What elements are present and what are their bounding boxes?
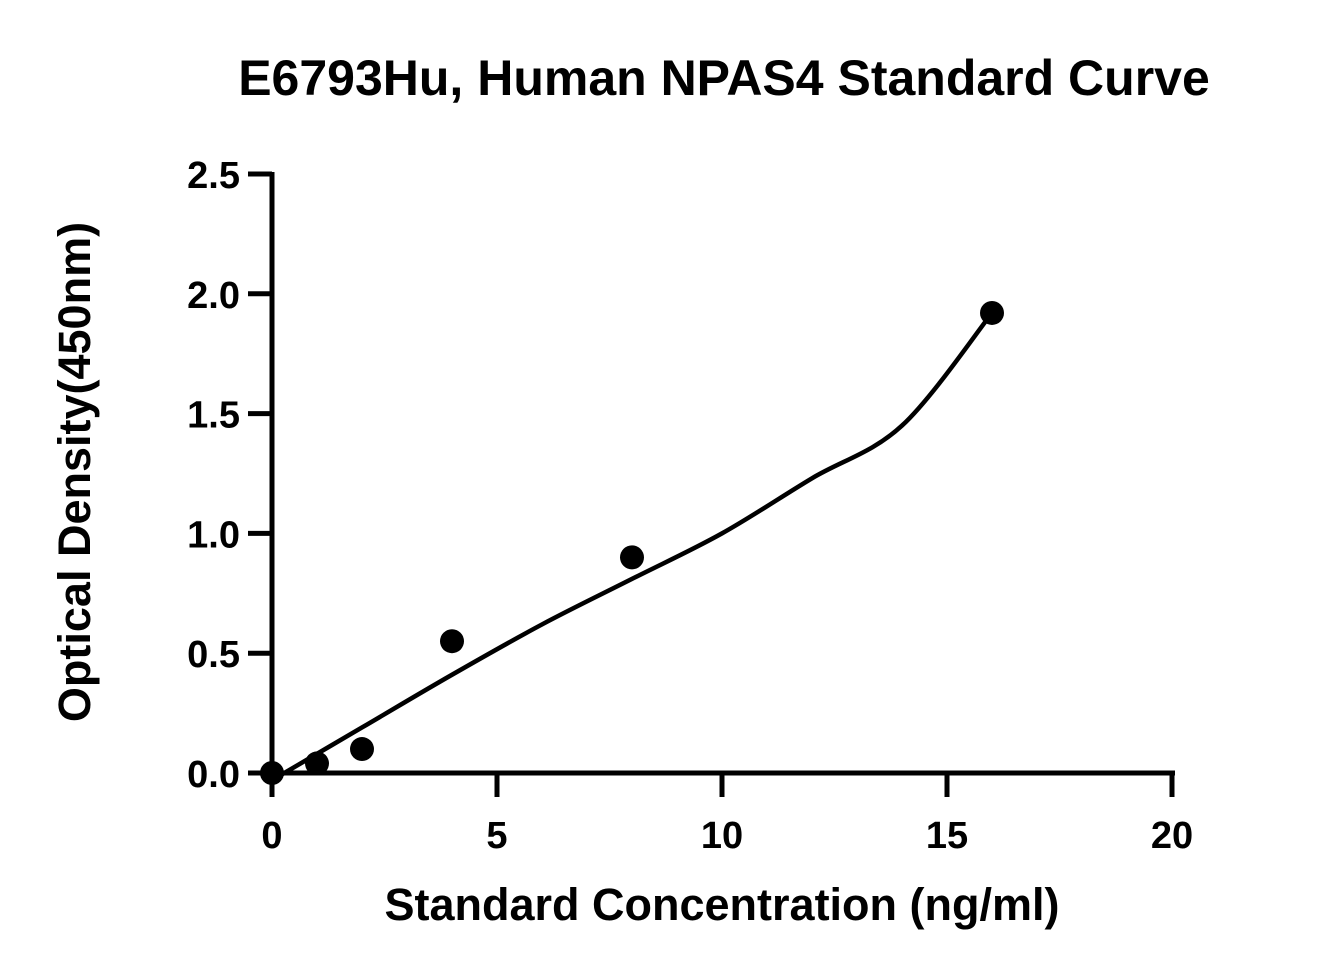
data-point	[350, 737, 374, 762]
y-tick-label: 2.5	[187, 155, 240, 197]
y-ticks: 0.0 0.5 1.0 1.5 2.0 2.5	[187, 155, 272, 796]
data-point	[440, 629, 464, 654]
y-tick-label: 2.0	[187, 275, 240, 317]
data-points	[260, 300, 1004, 785]
y-tick-label: 1.5	[187, 395, 240, 437]
fit-curve	[274, 311, 994, 776]
x-tick-label: 15	[926, 815, 968, 857]
data-point	[260, 761, 284, 785]
x-tick-label: 0	[261, 815, 282, 857]
y-tick-label: 0.5	[187, 634, 240, 676]
x-ticks: 0 5 10 15 20	[261, 773, 1193, 857]
x-tick-label: 20	[1151, 815, 1193, 857]
y-axis-label: Optical Density(450nm)	[49, 222, 100, 722]
chart-title: E6793Hu, Human NPAS4 Standard Curve	[238, 50, 1210, 106]
data-point	[305, 751, 329, 776]
axes	[269, 172, 1175, 776]
x-tick-label: 10	[701, 815, 743, 857]
data-point	[980, 300, 1004, 325]
data-point	[620, 545, 644, 570]
x-axis-label: Standard Concentration (ng/ml)	[385, 879, 1060, 930]
x-tick-label: 5	[486, 815, 507, 857]
y-tick-label: 1.0	[187, 514, 240, 556]
y-tick-label: 0.0	[187, 754, 240, 796]
